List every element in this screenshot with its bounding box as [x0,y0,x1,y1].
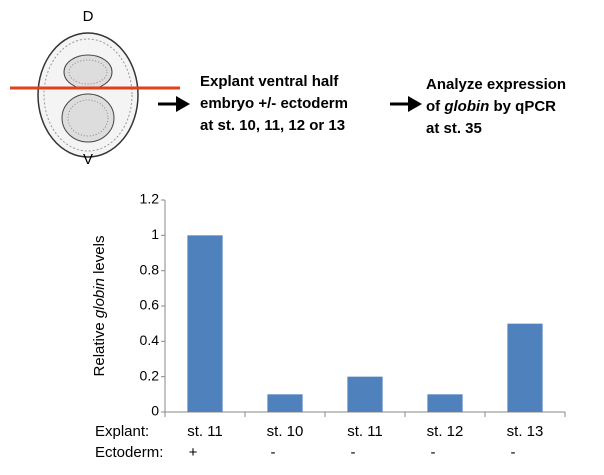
ectoderm-label: - [431,444,436,461]
x-tick-label: st. 11 [347,423,383,440]
bar [347,376,383,412]
ectoderm-label: - [511,444,516,461]
arrow [390,96,422,112]
ventral-label: V [83,151,93,168]
ectoderm-label: - [271,444,276,461]
y-tick-label: 0.6 [140,297,160,313]
step2-line: of globin by qPCR [426,98,556,115]
y-axis-label: Relative globin levels [91,236,108,377]
y-tick-label: 1 [151,226,159,242]
ectoderm-row-label: Ectoderm: [95,444,163,461]
bar [427,394,463,412]
text: levels [91,236,108,279]
text: of [426,98,444,115]
x-tick-label: st. 10 [267,423,304,440]
step2-line: Analyze expression [426,76,566,93]
y-tick-label: 0 [151,403,159,419]
text: Relative [91,318,108,376]
bar [187,235,223,412]
y-tick-label: 0.8 [140,261,160,277]
arrow [158,96,190,112]
bar [267,394,303,412]
embryo [37,32,139,158]
ectoderm-label: - [351,444,356,461]
x-tick-label: st. 11 [187,423,223,440]
text: by qPCR [489,98,556,115]
step1-line: at st. 10, 11, 12 or 13 [200,117,345,134]
x-tick-label: st. 12 [427,423,464,440]
x-tick-label: st. 13 [507,423,544,440]
bar [507,323,543,412]
step1-line: Explant ventral half [200,73,339,90]
text: globin [443,98,489,115]
y-tick-label: 0.2 [140,367,160,383]
step2-line: at st. 35 [426,120,482,137]
dorsal-label: D [83,8,94,25]
y-tick-label: 0.4 [140,332,160,348]
y-tick-label: 1.2 [140,191,160,207]
text: globin [91,278,108,318]
x-row-label: Explant: [95,423,149,440]
ectoderm-label: + [189,444,198,461]
step1-line: embryo +/- ectoderm [200,95,348,112]
